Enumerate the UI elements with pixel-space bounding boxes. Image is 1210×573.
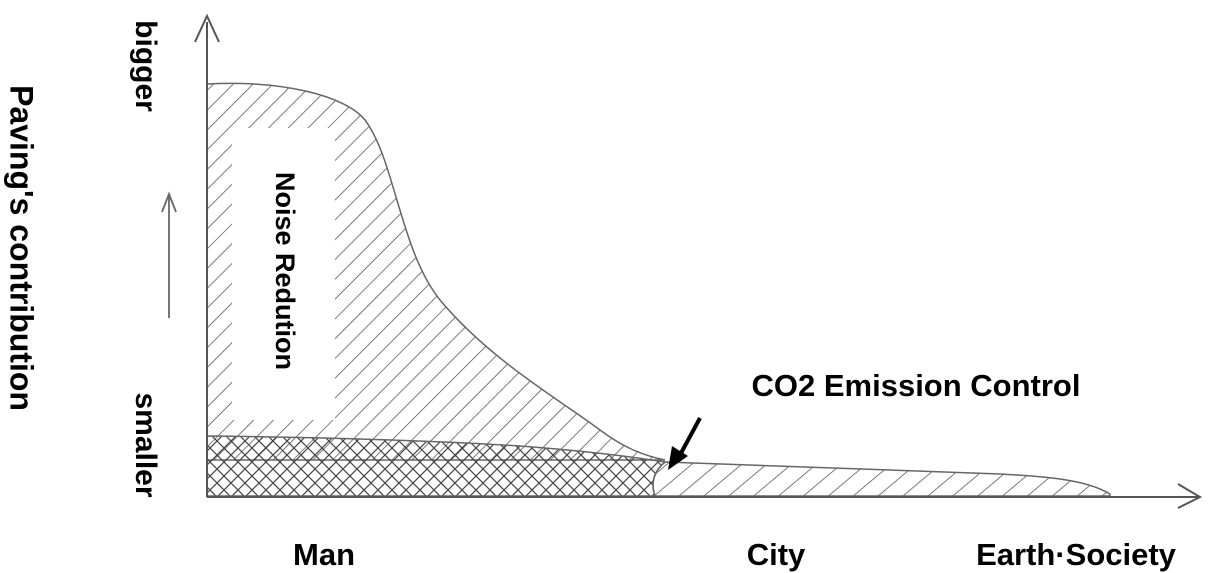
increase-arrow-head-icon — [161, 191, 177, 213]
x-label-earth-society: Earth·Society — [976, 537, 1177, 572]
x-axis-arrowhead — [1177, 483, 1203, 509]
x-label-city: City — [747, 537, 806, 572]
noise-label-box — [232, 128, 335, 420]
co2-emission-label: CO2 Emission Control — [752, 368, 1081, 403]
co2-tail-area — [652, 461, 1111, 497]
y-axis-title: Paving's contribution — [4, 85, 40, 411]
co2-pointer-shaft — [678, 417, 702, 456]
y-low-label: smaller — [129, 392, 162, 497]
noise-reduction-label: Noise Redution — [270, 172, 300, 370]
y-axis-arrowhead — [194, 13, 220, 43]
y-high-label: bigger — [129, 20, 162, 112]
co2-pointer-arrowhead — [668, 446, 688, 470]
x-label-man: Man — [293, 537, 355, 572]
